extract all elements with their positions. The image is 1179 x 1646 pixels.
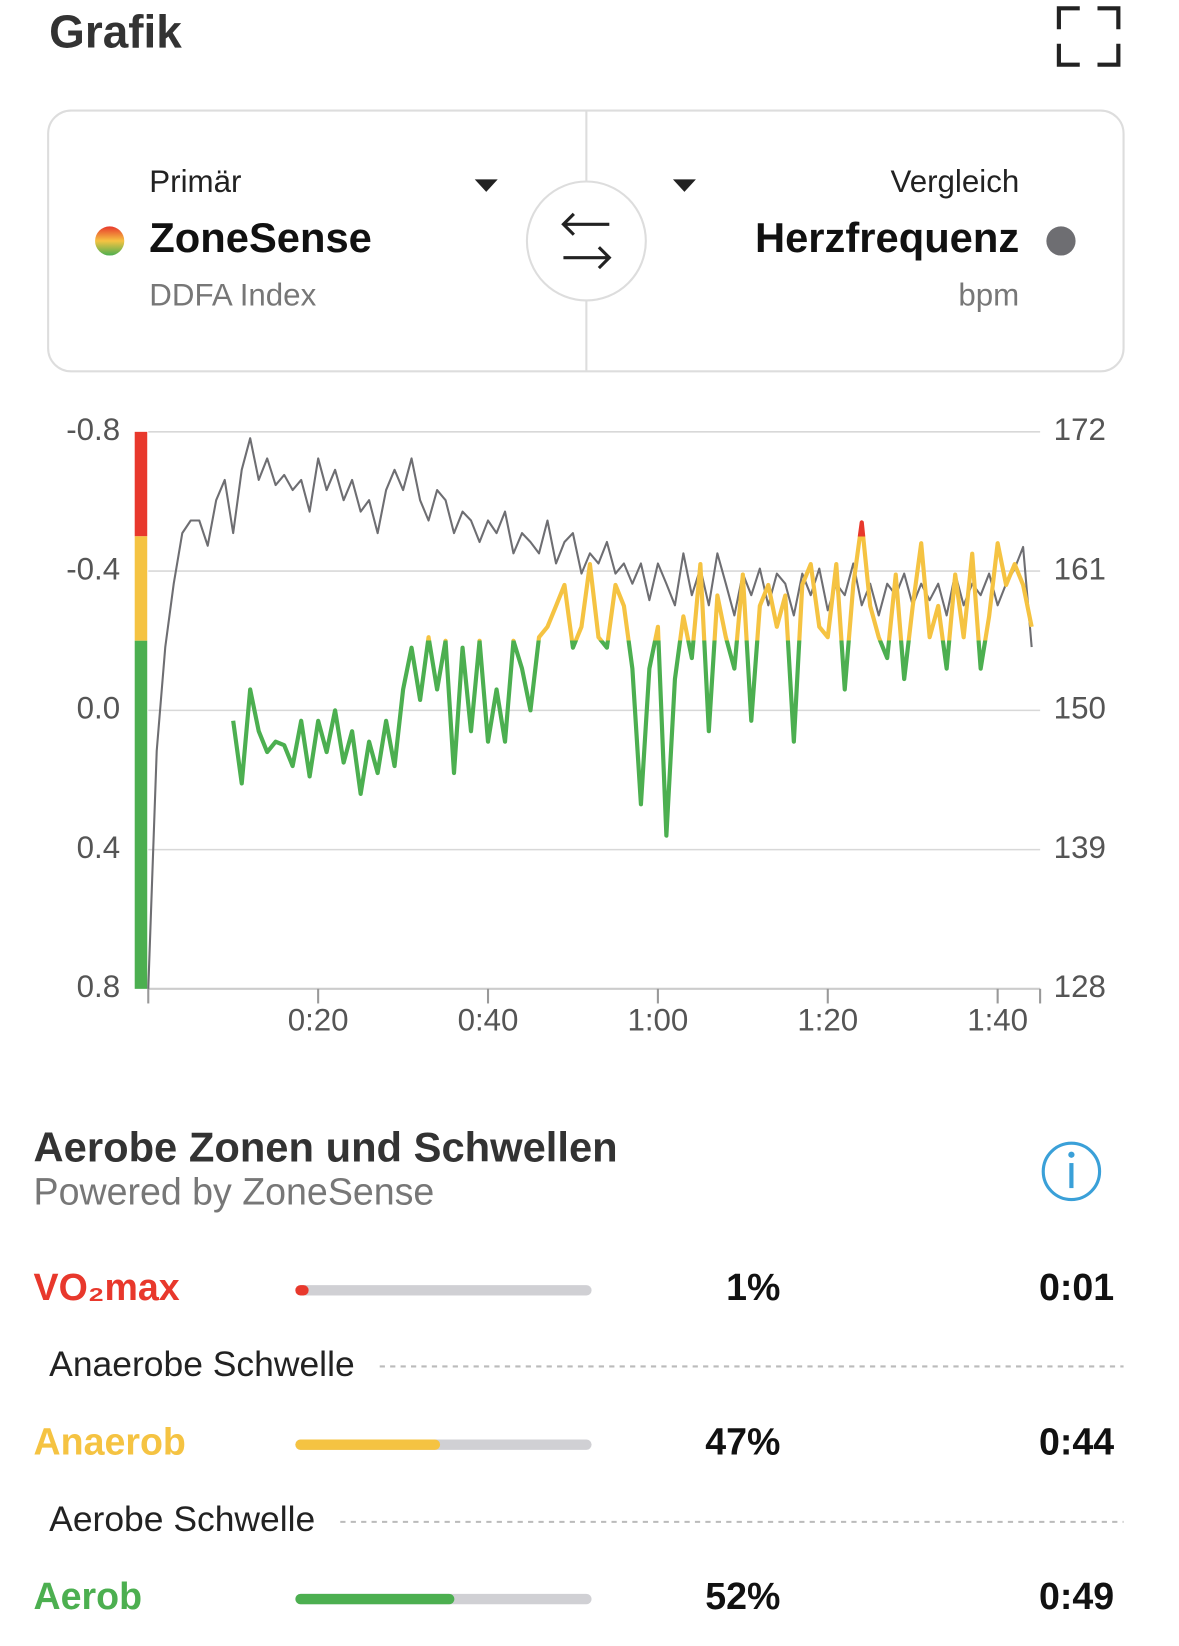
threshold-label: Anaerobe Schwelle bbox=[49, 1344, 355, 1384]
info-button[interactable] bbox=[1041, 1141, 1102, 1202]
section-subtitle: Powered by ZoneSense bbox=[34, 1170, 435, 1212]
zone-percent: 52% bbox=[705, 1575, 780, 1617]
dropdown-arrow bbox=[672, 179, 696, 192]
swap-button[interactable] bbox=[525, 180, 647, 302]
swap-circle bbox=[525, 180, 647, 302]
primary-series: ZoneSense bbox=[149, 214, 372, 261]
x-tick-label: 1:40 bbox=[967, 1002, 1028, 1037]
zone-duration: 0:01 bbox=[1039, 1266, 1114, 1308]
y-tick-label: 0.0 bbox=[77, 691, 121, 726]
threshold-label: Aerobe Schwelle bbox=[49, 1499, 315, 1539]
zone-list: VO₂max 1% 0:01 Anaerob 47% 0:44 Aerob 52% 0:49 An… bbox=[34, 1266, 1124, 1617]
x-tick-label: 1:00 bbox=[627, 1002, 688, 1037]
y-tick-label: 0.8 bbox=[77, 969, 121, 1004]
info-dot bbox=[1068, 1151, 1075, 1158]
zone-duration: 0:44 bbox=[1039, 1421, 1114, 1463]
compare-label: Vergleich bbox=[891, 164, 1020, 199]
zone-percent: 1% bbox=[726, 1266, 780, 1308]
compare-selector[interactable]: Vergleich Herzfrequenz bpm bbox=[672, 164, 1076, 313]
y2-tick-label: 150 bbox=[1054, 691, 1106, 726]
zone-band bbox=[134, 536, 148, 641]
series-dot bbox=[95, 226, 125, 256]
zone-name: Aerob bbox=[34, 1575, 142, 1617]
chart: 0.8 0.4 0.0 -0.4 -0.8 128 139 150 161 172 0:20 0:40… bbox=[66, 412, 1106, 1037]
primary-selector[interactable]: Primär ZoneSense DDFA Index bbox=[95, 164, 498, 313]
y2-tick-label: 161 bbox=[1054, 551, 1106, 586]
zonesense-line bbox=[231, 520, 1034, 838]
primary-label: Primär bbox=[149, 164, 241, 199]
swap-icon bbox=[561, 212, 612, 270]
y2-tick-label: 139 bbox=[1054, 830, 1106, 865]
zone-name: Anaerob bbox=[34, 1421, 186, 1463]
info-circle bbox=[1041, 1141, 1102, 1202]
zone-band bbox=[134, 640, 148, 989]
compare-series: Herzfrequenz bbox=[755, 214, 1019, 261]
y-tick-label: -0.4 bbox=[66, 551, 120, 586]
series-dot bbox=[1046, 226, 1076, 256]
fullscreen-button[interactable] bbox=[1056, 6, 1121, 67]
x-tick-label: 1:20 bbox=[797, 1002, 858, 1037]
zone-percent: 47% bbox=[705, 1421, 780, 1463]
y2-tick-label: 172 bbox=[1054, 412, 1106, 447]
x-tick-label: 0:20 bbox=[288, 1002, 349, 1037]
y2-tick-label: 128 bbox=[1054, 969, 1106, 1004]
section-title: Aerobe Zonen und Schwellen bbox=[34, 1124, 618, 1171]
zone-name: VO₂max bbox=[34, 1266, 180, 1308]
y-tick-label: -0.8 bbox=[66, 412, 120, 447]
zone-band bbox=[134, 431, 148, 537]
compare-unit: bpm bbox=[958, 278, 1019, 313]
zone-duration: 0:49 bbox=[1039, 1575, 1114, 1617]
y-tick-label: 0.4 bbox=[77, 830, 121, 865]
heart-rate-line bbox=[147, 437, 1033, 989]
dropdown-arrow bbox=[474, 179, 498, 192]
primary-unit: DDFA Index bbox=[149, 278, 316, 313]
page-title: Grafik bbox=[49, 6, 182, 58]
x-tick-label: 0:40 bbox=[458, 1002, 519, 1037]
